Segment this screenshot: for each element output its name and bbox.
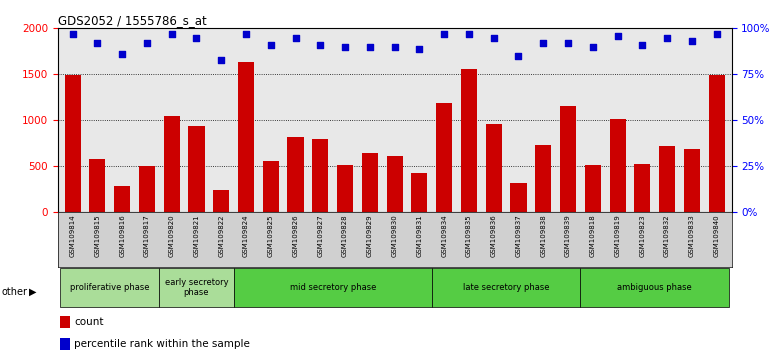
Bar: [114, 186, 130, 212]
Bar: [65, 75, 81, 212]
Point: [265, 42, 277, 48]
Point: [339, 44, 351, 50]
Bar: [610, 119, 625, 212]
Point: [290, 35, 302, 40]
Bar: [213, 190, 229, 212]
Bar: [436, 103, 452, 212]
Text: GSM109835: GSM109835: [466, 214, 472, 257]
Point: [141, 40, 153, 46]
Bar: [486, 124, 502, 212]
Point: [636, 42, 648, 48]
Text: GSM109834: GSM109834: [441, 214, 447, 257]
Text: GSM109823: GSM109823: [639, 214, 645, 257]
Text: GSM109831: GSM109831: [417, 214, 423, 257]
Point: [66, 31, 79, 37]
Bar: [164, 116, 179, 212]
Text: GSM109826: GSM109826: [293, 214, 299, 257]
Point: [537, 40, 550, 46]
Text: GSM109839: GSM109839: [565, 214, 571, 257]
Text: other: other: [2, 287, 28, 297]
Point: [661, 35, 673, 40]
Point: [314, 42, 326, 48]
Text: count: count: [74, 317, 103, 327]
Text: late secretory phase: late secretory phase: [463, 283, 549, 292]
Bar: [337, 165, 353, 212]
Point: [562, 40, 574, 46]
Point: [463, 31, 475, 37]
Point: [91, 40, 103, 46]
Bar: [362, 153, 378, 212]
Point: [438, 31, 450, 37]
Bar: [139, 166, 155, 212]
Point: [711, 31, 723, 37]
Bar: [708, 75, 725, 212]
Text: GSM109829: GSM109829: [367, 214, 373, 257]
Point: [166, 31, 178, 37]
Text: GSM109822: GSM109822: [218, 214, 224, 257]
Bar: [159, 268, 233, 307]
Point: [512, 53, 524, 59]
Text: GSM109836: GSM109836: [490, 214, 497, 257]
Bar: [461, 69, 477, 212]
Text: GSM109827: GSM109827: [317, 214, 323, 257]
Text: early secretory
phase: early secretory phase: [165, 278, 228, 297]
Point: [215, 57, 227, 62]
Bar: [60, 268, 159, 307]
Bar: [634, 164, 651, 212]
Text: GSM109837: GSM109837: [515, 214, 521, 257]
Text: GSM109820: GSM109820: [169, 214, 175, 257]
Bar: [387, 156, 403, 212]
Bar: [584, 165, 601, 212]
Bar: [238, 62, 254, 212]
Text: GSM109832: GSM109832: [664, 214, 670, 257]
Bar: [60, 316, 70, 328]
Text: proliferative phase: proliferative phase: [70, 283, 149, 292]
Text: GSM109817: GSM109817: [144, 214, 150, 257]
Bar: [511, 183, 527, 212]
Text: GSM109838: GSM109838: [541, 214, 546, 257]
Text: GSM109818: GSM109818: [590, 214, 596, 257]
Point: [587, 44, 599, 50]
Text: GSM109830: GSM109830: [392, 214, 397, 257]
Bar: [535, 145, 551, 212]
Point: [487, 35, 500, 40]
Bar: [60, 338, 70, 350]
Text: ambiguous phase: ambiguous phase: [618, 283, 692, 292]
Bar: [581, 268, 729, 307]
Text: ▶: ▶: [29, 287, 37, 297]
Point: [190, 35, 203, 40]
Bar: [189, 126, 205, 212]
Point: [239, 31, 252, 37]
Text: GSM109816: GSM109816: [119, 214, 126, 257]
Point: [388, 44, 400, 50]
Text: mid secretory phase: mid secretory phase: [290, 283, 376, 292]
Bar: [684, 149, 700, 212]
Text: GDS2052 / 1555786_s_at: GDS2052 / 1555786_s_at: [58, 14, 206, 27]
Text: GSM109833: GSM109833: [689, 214, 695, 257]
Point: [116, 51, 129, 57]
Bar: [659, 146, 675, 212]
Text: GSM109840: GSM109840: [714, 214, 720, 257]
Text: GSM109819: GSM109819: [614, 214, 621, 257]
Text: GSM109815: GSM109815: [95, 214, 100, 257]
Text: GSM109824: GSM109824: [243, 214, 249, 257]
Bar: [287, 137, 303, 212]
Text: GSM109814: GSM109814: [69, 214, 75, 257]
Text: GSM109828: GSM109828: [342, 214, 348, 257]
Point: [686, 38, 698, 44]
Bar: [263, 161, 279, 212]
Point: [413, 46, 426, 51]
Text: percentile rank within the sample: percentile rank within the sample: [74, 339, 249, 349]
Point: [363, 44, 376, 50]
Bar: [560, 105, 576, 212]
Bar: [411, 173, 427, 212]
Bar: [313, 139, 328, 212]
Bar: [89, 159, 105, 212]
Text: GSM109821: GSM109821: [193, 214, 199, 257]
Bar: [233, 268, 432, 307]
Point: [611, 33, 624, 39]
Text: GSM109825: GSM109825: [268, 214, 274, 257]
Bar: [432, 268, 581, 307]
